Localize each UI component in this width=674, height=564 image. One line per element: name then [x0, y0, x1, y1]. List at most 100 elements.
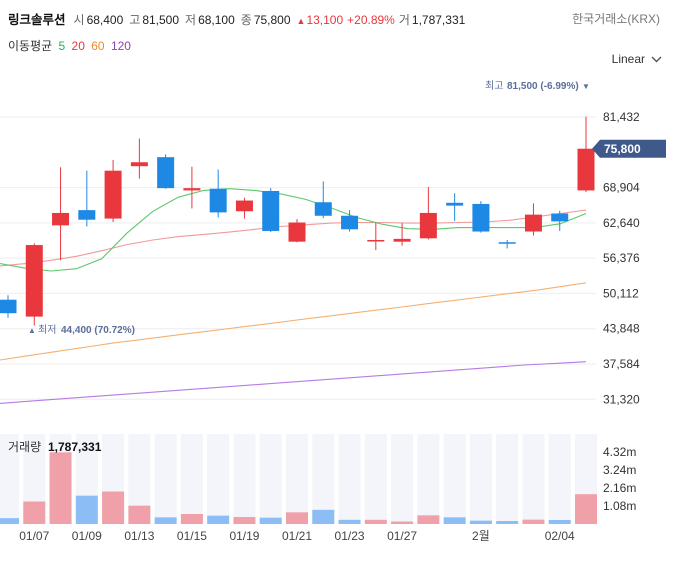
candle[interactable]: [209, 169, 227, 218]
candle[interactable]: [78, 170, 96, 227]
candle[interactable]: [577, 116, 595, 193]
candle-body: [235, 200, 253, 212]
volume-bar[interactable]: [312, 509, 335, 524]
volume-bar[interactable]: [75, 495, 98, 524]
candle[interactable]: [288, 219, 306, 243]
volume-bar[interactable]: [338, 519, 361, 524]
candle[interactable]: [472, 201, 490, 233]
candle-body: [341, 215, 359, 230]
candle[interactable]: [262, 188, 280, 233]
volume-bar[interactable]: [443, 517, 466, 524]
candle[interactable]: [25, 243, 43, 326]
candle-body: [472, 203, 490, 232]
candle-body: [262, 190, 280, 231]
volume-slot: [207, 434, 230, 524]
volume-slot: [180, 434, 203, 524]
close-value: 75,800: [253, 13, 291, 27]
y-tick-label: 68,904: [603, 181, 640, 195]
candle[interactable]: [524, 203, 542, 236]
volume-bar[interactable]: [180, 514, 203, 524]
x-tick-label: 01/15: [177, 529, 207, 543]
ma60-legend: 60: [91, 39, 105, 53]
candle-body: [183, 188, 201, 191]
y-tick-label: 43,848: [603, 322, 640, 336]
candle-body: [577, 148, 595, 191]
volume-label: 거래량: [8, 440, 41, 454]
volume-bar[interactable]: [102, 491, 125, 525]
candle-body: [25, 245, 43, 317]
candle-body: [393, 238, 411, 242]
low-annotation-label: 최저: [38, 324, 56, 336]
close-label: 종: [240, 13, 252, 27]
volume-slot: [286, 434, 308, 524]
volume-bar[interactable]: [286, 512, 308, 524]
volume-bar[interactable]: [0, 518, 19, 524]
high-annotation-value: 81,500 (-6.99%): [507, 81, 579, 92]
volume-bar[interactable]: [469, 520, 492, 524]
candle-body: [551, 213, 569, 222]
candle-body: [209, 188, 227, 213]
volume-bar[interactable]: [364, 519, 387, 524]
x-tick-label: 02/04: [545, 529, 575, 543]
volume-bar[interactable]: [417, 515, 440, 524]
volume-slot: [391, 434, 414, 524]
candle[interactable]: [235, 197, 253, 219]
candle-body: [288, 222, 306, 242]
x-tick-label: 01/09: [72, 529, 102, 543]
volume-bar[interactable]: [496, 521, 519, 524]
volume-bar[interactable]: [259, 517, 282, 524]
candle-body: [419, 212, 437, 239]
candle[interactable]: [183, 166, 201, 209]
volume-bar[interactable]: [128, 505, 151, 524]
volume-bar[interactable]: [207, 515, 230, 524]
ma120-line: [0, 361, 587, 404]
y-tick-label: 37,584: [603, 357, 640, 371]
volume-bar[interactable]: [548, 520, 571, 524]
y-tick-label: 31,320: [603, 392, 640, 406]
volume-bar[interactable]: [575, 494, 597, 524]
exchange-label: 한국거래소(KRX): [572, 12, 660, 26]
volume-bar[interactable]: [49, 452, 72, 524]
stock-name: 링크솔루션: [8, 13, 66, 27]
candle[interactable]: [498, 239, 516, 249]
x-tick-label: 2월: [472, 529, 490, 543]
volume-slot: [364, 434, 387, 524]
low-annotation-value: 44,400 (70.72%): [61, 325, 135, 336]
volume-tick-label: 1.08m: [603, 499, 636, 513]
candle[interactable]: [0, 295, 17, 318]
current-price-value: 75,800: [604, 142, 641, 156]
open-label: 시: [73, 13, 85, 27]
x-tick-label: 01/07: [19, 529, 49, 543]
candle[interactable]: [393, 223, 411, 246]
moving-average-legend[interactable]: 이동평균 5 20 60 120: [8, 37, 134, 54]
volume-slot: [417, 434, 440, 524]
candle[interactable]: [52, 167, 70, 261]
candle[interactable]: [157, 154, 175, 189]
volume-bar[interactable]: [154, 517, 177, 524]
low-label: 저: [185, 13, 197, 27]
scale-dropdown[interactable]: Linear: [612, 52, 662, 66]
ma60-line: [0, 282, 587, 361]
change-value: 13,100: [306, 13, 344, 27]
candle[interactable]: [446, 193, 464, 221]
volume-bar[interactable]: [23, 501, 46, 525]
candle[interactable]: [367, 222, 385, 251]
candle[interactable]: [104, 159, 122, 222]
candle[interactable]: [314, 181, 332, 219]
candle-body: [104, 170, 122, 219]
volume-bar[interactable]: [391, 521, 414, 525]
candle-body: [524, 214, 542, 232]
volume-slot: [128, 434, 151, 524]
ma20-legend: 20: [71, 39, 85, 53]
volume-bar[interactable]: [233, 517, 256, 524]
volume-bar[interactable]: [522, 519, 545, 524]
volume-slot: [522, 434, 545, 524]
candle[interactable]: [130, 138, 148, 179]
candle[interactable]: [551, 210, 569, 231]
high-value: 81,500: [142, 13, 180, 27]
candle[interactable]: [419, 187, 437, 240]
candle[interactable]: [341, 210, 359, 232]
volume-tick-label: 2.16m: [603, 481, 636, 495]
